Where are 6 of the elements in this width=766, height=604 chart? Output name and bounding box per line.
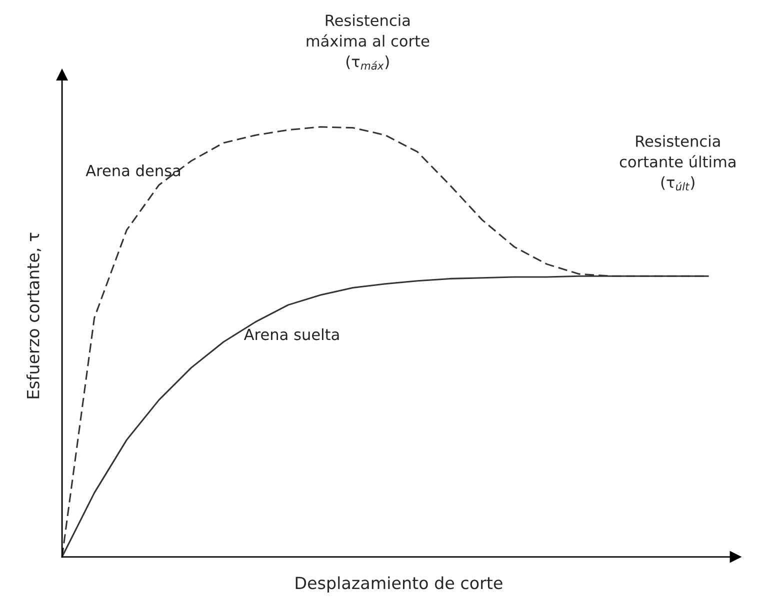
y-axis-title: Esfuerzo cortante, τ bbox=[26, 232, 42, 398]
series-label: Arena densa bbox=[86, 164, 180, 176]
text: Resistencia máxima al corte (τ$_{máx}$) bbox=[306, 14, 430, 70]
x-axis-title: Desplazamiento de corte bbox=[296, 576, 502, 592]
annotation: Resistencia cortante última (τ$_{últ}$) bbox=[620, 135, 736, 191]
series-label: Arena suelta bbox=[244, 328, 339, 340]
